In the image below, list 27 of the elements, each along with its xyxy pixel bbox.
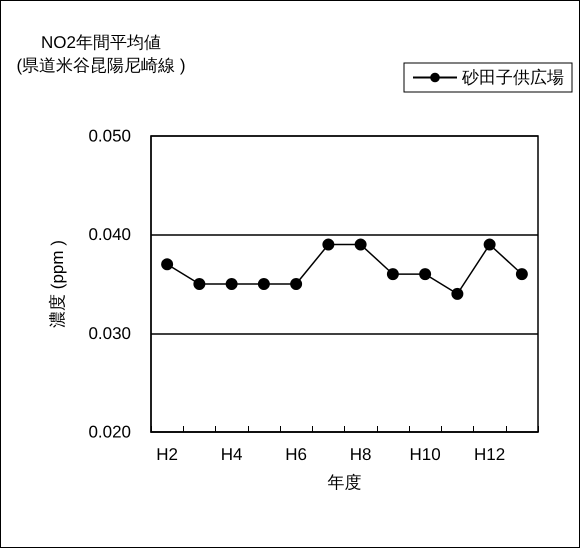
y-tick-label: 0.030 — [88, 324, 131, 343]
point — [484, 238, 496, 251]
y-axis-title: 濃度 (ppm ) — [48, 240, 67, 328]
chart-subtitle: (県道米谷昆陽尼崎線 ) — [16, 56, 186, 75]
x-tick-label: H12 — [474, 445, 506, 464]
x-tick-label: H10 — [410, 445, 441, 464]
y-tick-label: 0.040 — [88, 225, 131, 244]
x-tick-label: H2 — [156, 445, 178, 464]
chart-title: NO2年間平均値 — [41, 33, 161, 52]
point — [516, 268, 528, 280]
x-axis-title: 年度 — [328, 473, 362, 492]
x-tick-label: H4 — [220, 445, 242, 464]
point — [193, 278, 206, 290]
y-tick-label: 0.050 — [88, 126, 131, 146]
point — [386, 268, 399, 280]
y-tick-label: 0.020 — [88, 422, 131, 442]
legend-label: 砂田子供広場 — [461, 68, 564, 87]
point — [322, 238, 334, 251]
point — [451, 288, 464, 300]
point — [419, 268, 432, 280]
point — [258, 278, 270, 290]
point — [161, 258, 174, 270]
point — [354, 238, 367, 251]
point — [290, 278, 302, 290]
point — [226, 278, 238, 290]
x-tick-label: H8 — [350, 445, 372, 464]
x-tick-label: H6 — [285, 445, 307, 464]
